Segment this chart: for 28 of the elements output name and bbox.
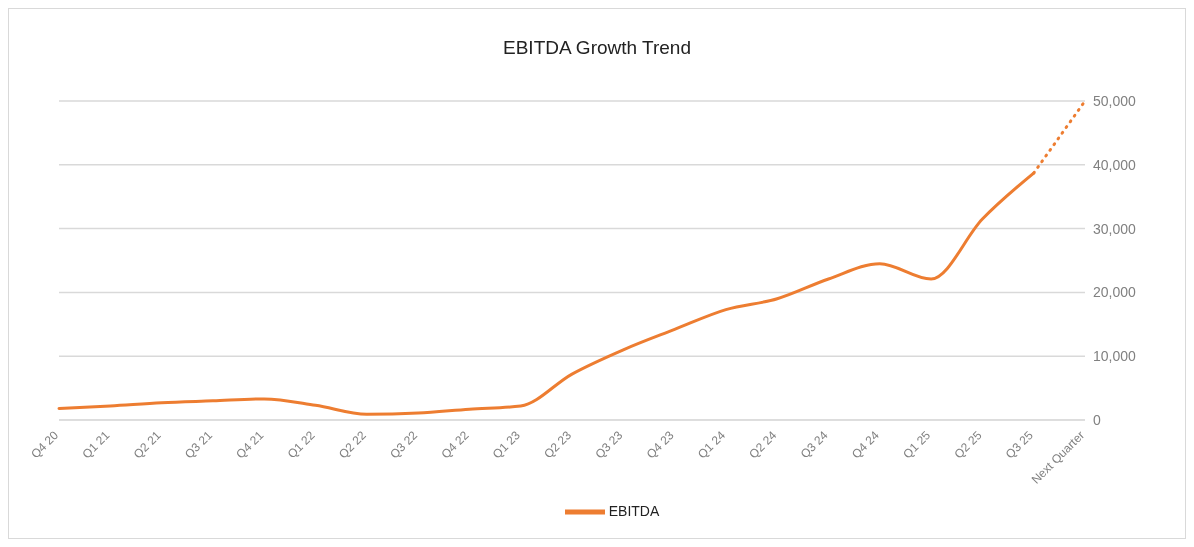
legend-label: EBITDA — [608, 502, 660, 519]
x-tick-label: Q3 23 — [592, 428, 626, 462]
y-tick-label: 0 — [1093, 411, 1101, 428]
x-tick-label: Q2 25 — [951, 428, 985, 462]
x-tick-label: Q3 21 — [182, 428, 216, 462]
x-tick-label: Q1 21 — [79, 428, 113, 462]
x-tick-label: Q3 25 — [1002, 428, 1037, 462]
x-tick-label: Q2 23 — [541, 428, 575, 462]
x-tick-label: Q4 21 — [233, 428, 267, 462]
x-tick-label: Q1 25 — [900, 428, 934, 462]
chart-title: EBITDA Growth Trend — [502, 36, 692, 60]
x-tick-label: Q4 24 — [848, 428, 883, 462]
x-tick-label: Q1 24 — [695, 428, 729, 462]
y-tick-label: 40,000 — [1093, 156, 1137, 173]
x-tick-label: Q2 22 — [335, 428, 370, 462]
x-tick-label: Q3 24 — [797, 428, 831, 462]
y-tick-label: 20,000 — [1093, 284, 1137, 301]
y-tick-label: 50,000 — [1093, 92, 1137, 109]
y-tick-label: 10,000 — [1093, 348, 1137, 365]
x-tick-label: Q2 21 — [130, 428, 164, 462]
x-tick-label: Q4 20 — [28, 428, 62, 462]
x-tick-label: Q3 22 — [387, 428, 421, 462]
y-tick-label: 30,000 — [1093, 220, 1137, 237]
x-tick-label: Q2 24 — [746, 428, 780, 462]
x-tick-label: Q1 22 — [284, 428, 318, 462]
x-tick-label: Q4 23 — [643, 428, 677, 462]
x-tick-label: Q1 23 — [489, 428, 524, 462]
x-tick-label: Q4 22 — [438, 428, 472, 462]
